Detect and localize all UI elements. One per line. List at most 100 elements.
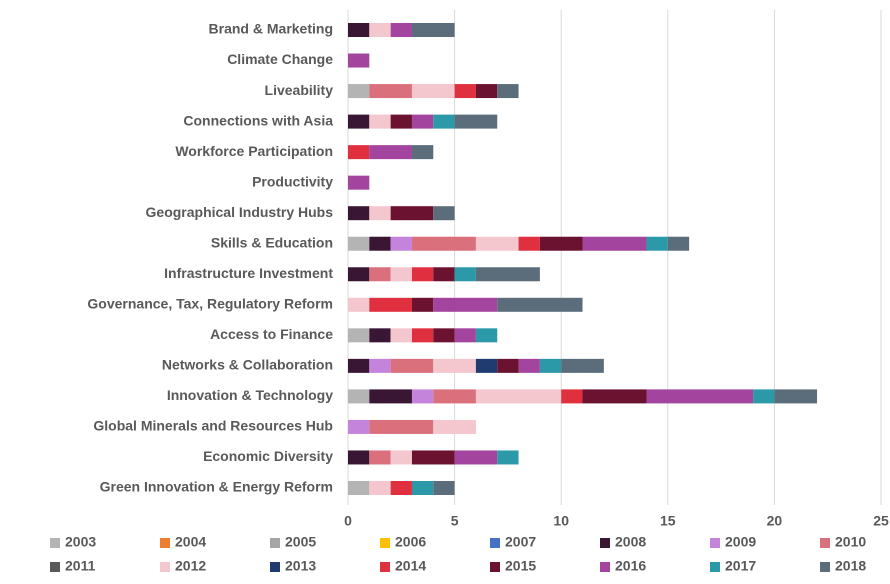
legend-swatch <box>600 562 610 572</box>
bar-segment <box>475 328 498 343</box>
bar-segment <box>369 297 412 312</box>
bar-segment <box>369 481 391 495</box>
bar-segment <box>411 114 434 129</box>
legend-label: 2014 <box>395 558 426 574</box>
bar-segment <box>411 297 434 312</box>
bar-segment <box>411 23 455 37</box>
legend-label: 2018 <box>835 558 866 574</box>
y-tick-label: Infrastructure Investment <box>164 265 333 281</box>
bar-segment <box>411 389 434 404</box>
bar-segment <box>390 114 412 129</box>
bar-segment <box>411 84 455 99</box>
bar-segment <box>497 358 519 373</box>
y-tick-label: Innovation & Technology <box>167 387 333 403</box>
bar-segment <box>369 450 391 465</box>
bar-segment <box>753 389 775 404</box>
y-tick-label: Brand & Marketing <box>209 21 333 37</box>
bar-segment <box>369 328 391 343</box>
bar-segment <box>454 328 476 343</box>
legend-swatch <box>600 538 610 548</box>
y-tick-label: Networks & Collaboration <box>162 357 333 373</box>
bar-segment <box>475 358 498 373</box>
bar-segment <box>454 114 498 129</box>
bar-segment <box>475 84 498 99</box>
bar-segment <box>582 389 647 404</box>
bar-segment <box>369 267 391 282</box>
legend-label: 2011 <box>65 558 96 574</box>
bar-segment <box>348 481 370 495</box>
bar-segment <box>348 358 370 373</box>
legend-label: 2008 <box>615 534 646 550</box>
bar-segment <box>348 53 370 68</box>
bar-segment <box>348 23 370 37</box>
bar-segment <box>433 297 498 312</box>
legend-swatch <box>490 562 500 572</box>
bar-segment <box>390 23 412 37</box>
bar-segment <box>348 206 370 221</box>
bar-segment <box>454 267 476 282</box>
bar-segment <box>348 236 370 251</box>
bar-segment <box>497 450 519 465</box>
bar-segment <box>348 175 370 190</box>
bar-segment <box>518 358 540 373</box>
bar-segment <box>348 145 370 160</box>
legend-label: 2017 <box>725 558 756 574</box>
legend-label: 2006 <box>395 534 426 550</box>
y-tick-label: Skills & Education <box>211 234 333 250</box>
bar-segment <box>348 450 370 465</box>
y-tick-label: Productivity <box>252 173 333 189</box>
bar-segment <box>454 450 498 465</box>
bar-segment <box>369 114 391 129</box>
y-tick-label: Economic Diversity <box>203 448 333 464</box>
legend-swatch <box>50 538 60 548</box>
bar-segment <box>561 389 583 404</box>
legend-label: 2009 <box>725 534 756 550</box>
legend-swatch <box>380 562 390 572</box>
bar-segment <box>433 419 476 434</box>
bar-segment <box>369 145 412 160</box>
legend-swatch <box>710 538 720 548</box>
bar-segment <box>390 328 412 343</box>
legend-label: 2005 <box>285 534 316 550</box>
bar-segment <box>497 84 519 99</box>
y-tick-label: Connections with Asia <box>183 112 333 128</box>
bar-segment <box>369 358 391 373</box>
bar-segment <box>646 236 668 251</box>
bar-segment <box>390 450 412 465</box>
bar-segment <box>348 389 370 404</box>
bar-segment <box>411 236 476 251</box>
bar-segment <box>433 206 455 221</box>
bar-segment <box>411 145 434 160</box>
bar-segment <box>667 236 690 251</box>
bar-segment <box>411 267 434 282</box>
y-tick-label: Geographical Industry Hubs <box>146 204 334 220</box>
bar-segment <box>369 389 412 404</box>
legend-swatch <box>490 538 500 548</box>
bar-segment <box>348 84 370 99</box>
legend-swatch <box>380 538 390 548</box>
legend-swatch <box>160 562 170 572</box>
y-tick-label: Access to Finance <box>210 326 333 342</box>
legend-swatch <box>270 562 280 572</box>
bar-segment <box>433 328 455 343</box>
bar-segment <box>646 389 754 404</box>
bar-segment <box>475 236 519 251</box>
bar-segment <box>433 267 455 282</box>
legend-swatch <box>50 562 60 572</box>
legend-swatch <box>820 562 830 572</box>
y-tick-label: Green Innovation & Energy Reform <box>100 479 333 495</box>
y-tick-label: Governance, Tax, Regulatory Reform <box>87 296 333 312</box>
bar-segment <box>390 358 434 373</box>
x-tick-label: 5 <box>451 513 459 529</box>
bar-segment <box>369 206 391 221</box>
legend-label: 2013 <box>285 558 316 574</box>
legend-label: 2016 <box>615 558 646 574</box>
bar-segment <box>411 450 455 465</box>
legend-swatch <box>160 538 170 548</box>
legend-swatch <box>710 562 720 572</box>
bar-segment <box>369 236 391 251</box>
legend-label: 2004 <box>175 534 206 550</box>
x-tick-label: 20 <box>767 513 783 529</box>
bar-segment <box>348 114 370 129</box>
